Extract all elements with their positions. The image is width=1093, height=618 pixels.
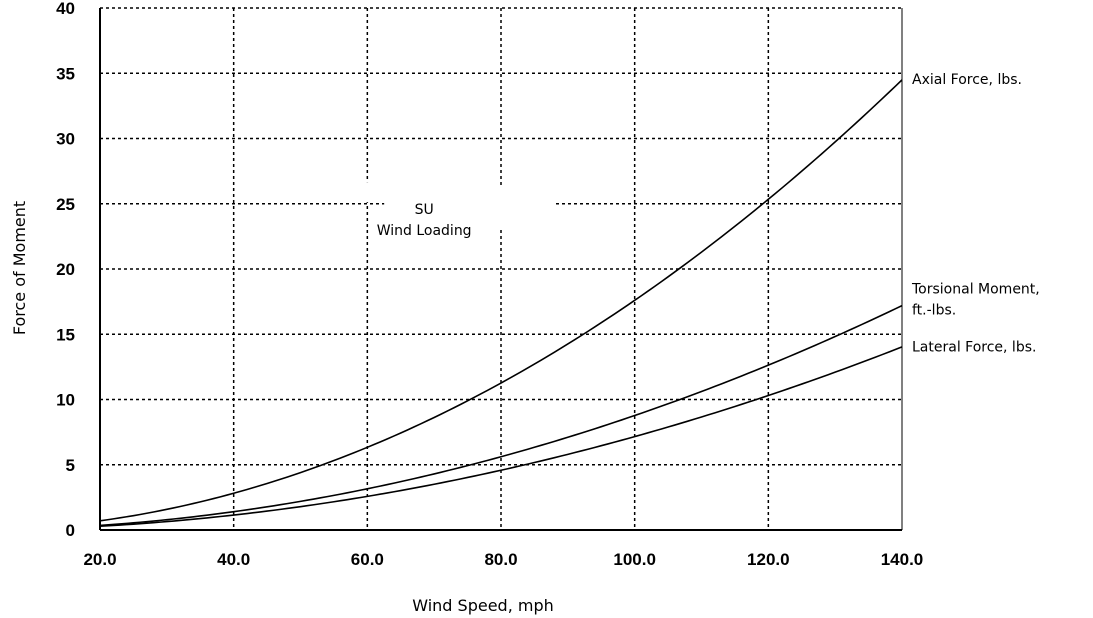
y-tick-label: 10 bbox=[56, 391, 75, 410]
annotation-text: SU bbox=[415, 202, 434, 218]
x-tick-label: 100.0 bbox=[613, 550, 656, 569]
annotation-gap bbox=[362, 182, 373, 203]
x-tick-label: 140.0 bbox=[881, 550, 924, 569]
chart-annotation: SU Wind Loading bbox=[362, 182, 555, 239]
y-tick-label: 40 bbox=[56, 0, 75, 18]
series-line-1 bbox=[99, 79, 903, 522]
annotation-backdrop bbox=[384, 187, 555, 230]
y-tick-label: 30 bbox=[56, 130, 75, 149]
x-tick-label: 40.0 bbox=[217, 550, 250, 569]
y-axis-title: Force of Moment bbox=[10, 201, 29, 335]
x-tick-label: 20.0 bbox=[83, 550, 116, 569]
x-tick-label: 60.0 bbox=[351, 550, 384, 569]
x-tick-label: 80.0 bbox=[484, 550, 517, 569]
series-line-3 bbox=[99, 346, 903, 528]
axes bbox=[99, 8, 903, 531]
series-label: ft.-lbs. bbox=[912, 303, 956, 319]
series-label: Axial Force, lbs. bbox=[912, 72, 1022, 88]
series-line-2 bbox=[99, 304, 903, 527]
series-lines: Axial Force, lbs. Torsional Moment, ft.-lb… bbox=[99, 72, 1040, 528]
series-label: Lateral Force, lbs. bbox=[912, 339, 1036, 355]
x-axis-title: Wind Speed, mph bbox=[412, 596, 554, 615]
y-tick-label: 35 bbox=[56, 64, 75, 83]
annotation-text: Wind Loading bbox=[377, 223, 472, 239]
y-tick-label: 15 bbox=[56, 325, 75, 344]
grid bbox=[100, 7, 902, 530]
y-tick-label: 25 bbox=[56, 195, 75, 214]
x-tick-label: 120.0 bbox=[747, 550, 790, 569]
series-label: Torsional Moment, bbox=[911, 282, 1040, 298]
tick-labels: 0 5 10 15 20 25 30 35 40 20.0 40.0 60.0 80.0 100.0 120… bbox=[56, 0, 923, 569]
y-tick-label: 5 bbox=[66, 456, 75, 475]
y-tick-label: 20 bbox=[56, 260, 75, 279]
y-tick-label: 0 bbox=[66, 521, 75, 540]
